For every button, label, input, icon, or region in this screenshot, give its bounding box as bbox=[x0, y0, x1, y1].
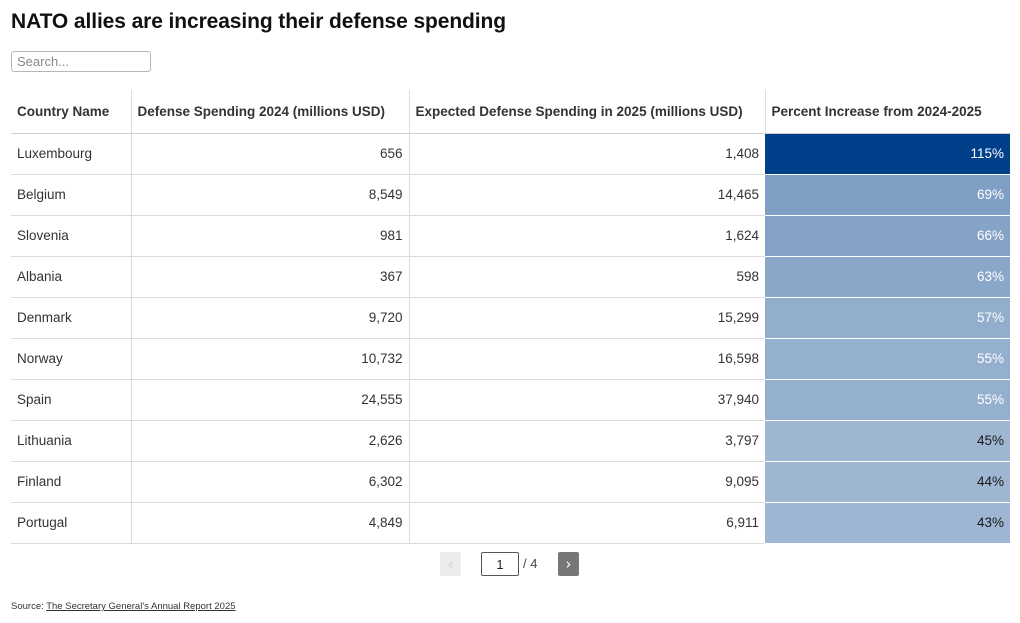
table-body: Luxembourg 656 1,408 115% Belgium 8,549 14,465… bbox=[11, 133, 1010, 544]
table-row: Belgium 8,549 14,465 69% bbox=[11, 174, 1010, 216]
cell-spend-2024: 8,549 bbox=[130, 174, 409, 216]
source-link[interactable]: The Secretary General's Annual Report 20… bbox=[46, 601, 236, 612]
table-row: Finland 6,302 9,095 44% bbox=[11, 461, 1010, 503]
cell-spend-2024: 981 bbox=[130, 215, 409, 257]
page-total: / 4 bbox=[523, 556, 538, 571]
cell-spend-2025: 37,940 bbox=[408, 379, 765, 421]
cell-percent-increase: 63% bbox=[765, 256, 1010, 298]
table-row: Luxembourg 656 1,408 115% bbox=[11, 133, 1010, 175]
header-row: Country Name Defense Spending 2024 (mill… bbox=[11, 90, 1010, 134]
cell-spend-2025: 6,911 bbox=[408, 502, 765, 544]
cell-country: Slovenia bbox=[11, 215, 131, 257]
next-page-button[interactable]: › bbox=[558, 552, 579, 576]
cell-percent-increase: 43% bbox=[765, 502, 1010, 544]
cell-spend-2024: 6,302 bbox=[130, 461, 409, 503]
cell-country: Lithuania bbox=[11, 420, 131, 462]
source-label: Source: bbox=[11, 601, 47, 612]
previous-page-button[interactable]: ‹ bbox=[440, 552, 461, 576]
table-row: Norway 10,732 16,598 55% bbox=[11, 338, 1010, 380]
cell-percent-increase: 69% bbox=[765, 174, 1010, 216]
cell-percent-increase: 55% bbox=[765, 379, 1010, 421]
cell-percent-increase: 115% bbox=[765, 133, 1010, 175]
cell-spend-2025: 14,465 bbox=[408, 174, 765, 216]
cell-percent-increase: 44% bbox=[765, 461, 1010, 503]
table-row: Spain 24,555 37,940 55% bbox=[11, 379, 1010, 421]
cell-spend-2024: 24,555 bbox=[130, 379, 409, 421]
cell-spend-2024: 9,720 bbox=[130, 297, 409, 339]
cell-country: Luxembourg bbox=[11, 133, 131, 175]
data-table: Country Name Defense Spending 2024 (mill… bbox=[11, 90, 1010, 544]
cell-spend-2024: 656 bbox=[130, 133, 409, 175]
cell-country: Norway bbox=[11, 338, 131, 380]
cell-country: Spain bbox=[11, 379, 131, 421]
table-row: Albania 367 598 63% bbox=[11, 256, 1010, 298]
page-number-input[interactable] bbox=[481, 552, 519, 576]
column-header-country[interactable]: Country Name bbox=[11, 90, 131, 134]
cell-spend-2025: 15,299 bbox=[408, 297, 765, 339]
cell-country: Finland bbox=[11, 461, 131, 503]
cell-spend-2025: 16,598 bbox=[408, 338, 765, 380]
cell-percent-increase: 57% bbox=[765, 297, 1010, 339]
cell-country: Denmark bbox=[11, 297, 131, 339]
table-row: Denmark 9,720 15,299 57% bbox=[11, 297, 1010, 339]
cell-spend-2025: 3,797 bbox=[408, 420, 765, 462]
search-input[interactable] bbox=[11, 51, 151, 72]
cell-spend-2025: 1,408 bbox=[408, 133, 765, 175]
cell-spend-2024: 367 bbox=[130, 256, 409, 298]
cell-percent-increase: 55% bbox=[765, 338, 1010, 380]
cell-percent-increase: 66% bbox=[765, 215, 1010, 257]
cell-spend-2025: 598 bbox=[408, 256, 765, 298]
table-row: Slovenia 981 1,624 66% bbox=[11, 215, 1010, 257]
cell-country: Portugal bbox=[11, 502, 131, 544]
page-title: NATO allies are increasing their defense… bbox=[11, 10, 506, 33]
source-note: Source: The Secretary General's Annual R… bbox=[11, 601, 236, 612]
cell-percent-increase: 45% bbox=[765, 420, 1010, 462]
cell-country: Albania bbox=[11, 256, 131, 298]
column-header-spend-2025[interactable]: Expected Defense Spending in 2025 (milli… bbox=[408, 90, 765, 134]
cell-spend-2025: 9,095 bbox=[408, 461, 765, 503]
cell-spend-2025: 1,624 bbox=[408, 215, 765, 257]
cell-spend-2024: 4,849 bbox=[130, 502, 409, 544]
column-header-spend-2024[interactable]: Defense Spending 2024 (millions USD) bbox=[130, 90, 409, 134]
cell-country: Belgium bbox=[11, 174, 131, 216]
cell-spend-2024: 10,732 bbox=[130, 338, 409, 380]
table-row: Lithuania 2,626 3,797 45% bbox=[11, 420, 1010, 462]
table-row: Portugal 4,849 6,911 43% bbox=[11, 502, 1010, 544]
cell-spend-2024: 2,626 bbox=[130, 420, 409, 462]
column-header-percent-increase[interactable]: Percent Increase from 2024-2025 bbox=[764, 90, 1010, 134]
